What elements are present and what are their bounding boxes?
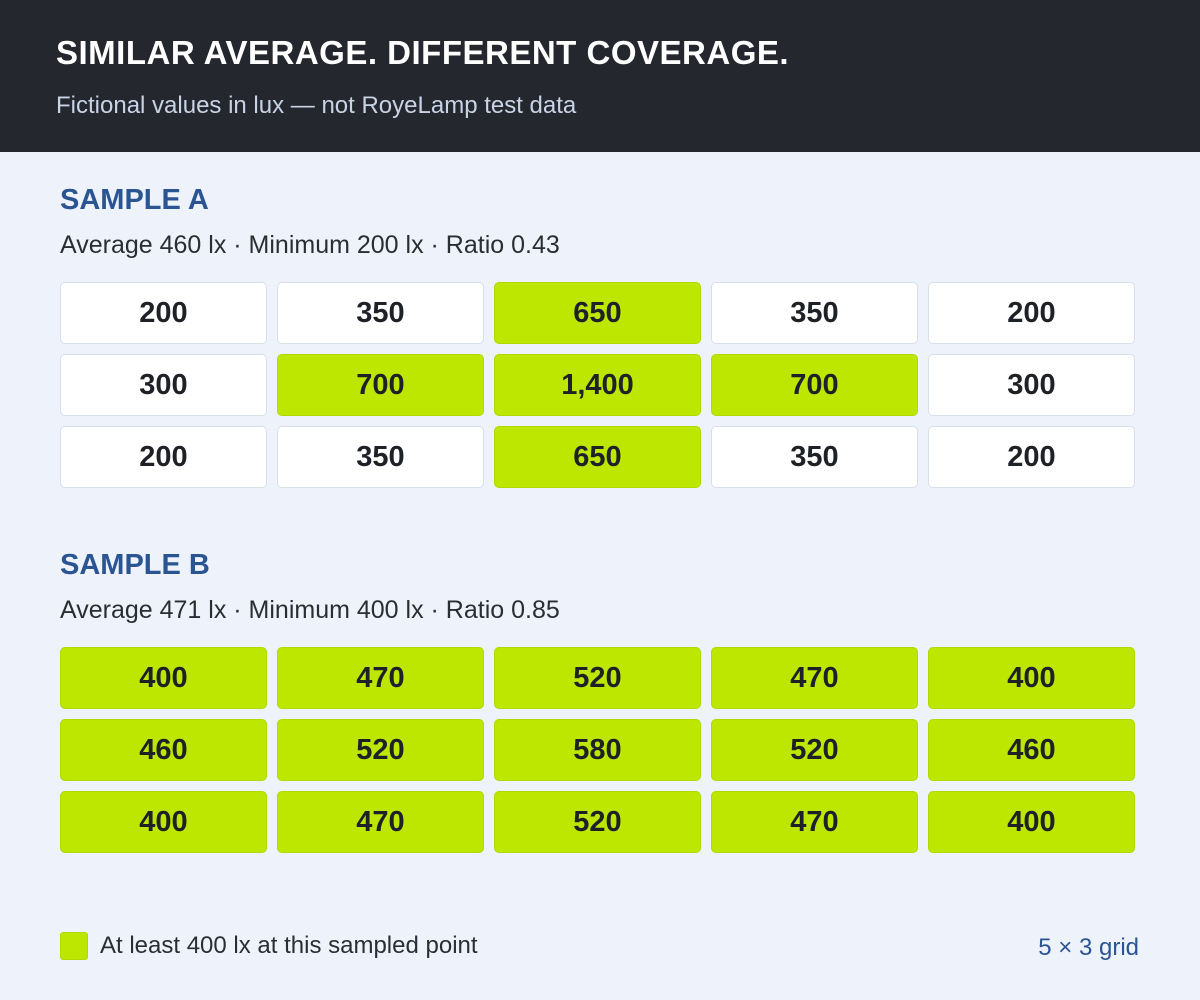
sample-a-title: SAMPLE A xyxy=(60,184,209,216)
grid-cell: 520 xyxy=(494,647,701,709)
grid-cell: 300 xyxy=(928,354,1135,416)
grid-size-note: 5 × 3 grid xyxy=(1038,934,1139,961)
grid-cell: 700 xyxy=(711,354,918,416)
legend-swatch xyxy=(60,932,88,960)
sample-b-grid: 400 470 520 470 400 460 520 580 520 460 400 470 520 4… xyxy=(60,647,1136,853)
grid-cell: 200 xyxy=(60,282,267,344)
grid-cell: 200 xyxy=(928,282,1135,344)
page-title: SIMILAR AVERAGE. DIFFERENT COVERAGE. xyxy=(56,34,790,71)
grid-cell: 650 xyxy=(494,426,701,488)
grid-cell: 400 xyxy=(60,791,267,853)
grid-cell: 470 xyxy=(277,647,484,709)
header: SIMILAR AVERAGE. DIFFERENT COVERAGE. Fic… xyxy=(0,0,1200,152)
grid-cell: 700 xyxy=(277,354,484,416)
grid-cell: 520 xyxy=(711,719,918,781)
legend-label: At least 400 lx at this sampled point xyxy=(100,932,478,959)
grid-cell: 470 xyxy=(711,791,918,853)
grid-cell: 520 xyxy=(494,791,701,853)
grid-cell: 580 xyxy=(494,719,701,781)
sample-b-stats: Average 471 lx · Minimum 400 lx · Ratio … xyxy=(60,596,560,624)
sample-a-grid: 200 350 650 350 200 300 700 1,400 700 300 200 350 65… xyxy=(60,282,1136,488)
grid-cell: 460 xyxy=(60,719,267,781)
grid-cell: 350 xyxy=(277,282,484,344)
grid-cell: 200 xyxy=(60,426,267,488)
grid-cell: 650 xyxy=(494,282,701,344)
grid-cell: 520 xyxy=(277,719,484,781)
grid-cell: 200 xyxy=(928,426,1135,488)
sample-b-title: SAMPLE B xyxy=(60,549,210,581)
grid-cell: 400 xyxy=(60,647,267,709)
grid-cell: 400 xyxy=(928,791,1135,853)
grid-cell: 400 xyxy=(928,647,1135,709)
legend: At least 400 lx at this sampled point xyxy=(60,932,478,960)
grid-cell: 1,400 xyxy=(494,354,701,416)
page-subtitle: Fictional values in lux — not RoyeLamp t… xyxy=(56,92,577,119)
sample-b: SAMPLE B Average 471 lx · Minimum 400 lx… xyxy=(60,547,1136,853)
grid-cell: 350 xyxy=(711,426,918,488)
grid-cell: 300 xyxy=(60,354,267,416)
grid-cell: 470 xyxy=(277,791,484,853)
grid-cell: 470 xyxy=(711,647,918,709)
grid-cell: 350 xyxy=(277,426,484,488)
sample-a: SAMPLE A Average 460 lx · Minimum 200 lx… xyxy=(60,182,1136,488)
grid-cell: 460 xyxy=(928,719,1135,781)
sample-a-stats: Average 460 lx · Minimum 200 lx · Ratio … xyxy=(60,231,560,259)
grid-cell: 350 xyxy=(711,282,918,344)
